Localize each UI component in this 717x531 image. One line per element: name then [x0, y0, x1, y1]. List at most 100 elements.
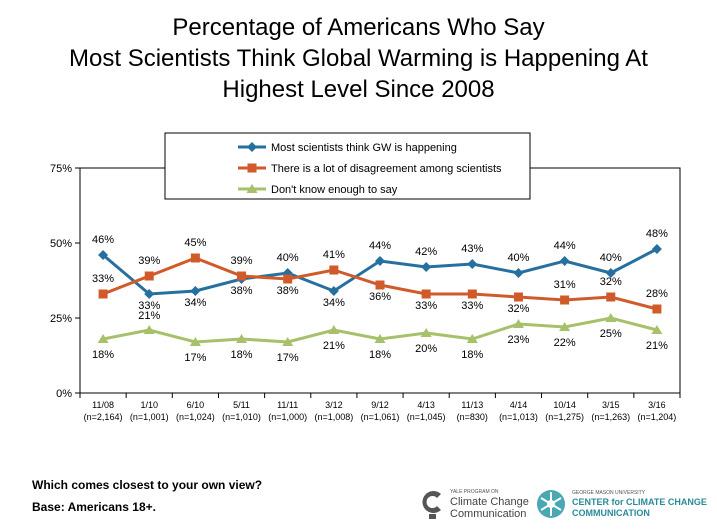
x-tick-sublabel: (n=2,164) — [84, 412, 123, 422]
series-1-point — [328, 286, 339, 296]
series-2-point — [560, 295, 570, 305]
legend-entry-1: Most scientists think GW is happening — [271, 142, 457, 154]
gmu-logo-line-2: COMMUNICATION — [572, 507, 650, 518]
x-tick-sublabel: (n=1,001) — [130, 412, 169, 422]
series-2-data-label: 33% — [461, 300, 483, 312]
series-3-data-label: 23% — [507, 334, 529, 346]
series-2-data-label: 36% — [369, 291, 391, 303]
series-3-data-label: 18% — [92, 349, 114, 361]
x-tick-label: 4/13 — [417, 400, 435, 410]
series-2-data-label: 32% — [507, 303, 529, 315]
series-1-point — [651, 244, 662, 254]
series-3-point — [236, 334, 248, 343]
series-2-data-label: 32% — [600, 276, 622, 288]
series-1-point — [421, 262, 432, 272]
gmu-logo-small-text: GEORGE MASON UNIVERSITY — [572, 489, 646, 496]
x-tick-sublabel: (n=1,045) — [407, 412, 446, 422]
series-1-data-label: 40% — [600, 252, 622, 264]
series-3-data-label: 18% — [461, 349, 483, 361]
survey-base: Base: Americans 18+. — [32, 500, 156, 514]
series-1-data-label: 40% — [507, 252, 529, 264]
chart-title-line-2: Most Scientists Think Global Warming is … — [69, 45, 648, 72]
series-3-data-label: 21% — [323, 340, 345, 352]
x-tick-label: 3/12 — [325, 400, 343, 410]
series-1-point — [467, 259, 478, 269]
series-1-data-label: 33% — [138, 300, 160, 312]
series-2-point — [421, 289, 431, 299]
series-1-data-label: 48% — [646, 228, 668, 240]
legend-swatch-marker — [247, 142, 257, 152]
series-2-point — [329, 265, 339, 275]
yale-logo-icon — [422, 490, 441, 519]
series-3-point — [282, 337, 294, 346]
x-tick-label: 5/11 — [233, 400, 250, 410]
x-tick-sublabel: (n=1,010) — [222, 412, 261, 422]
series-2-data-label: 39% — [138, 255, 160, 267]
series-1-point — [559, 256, 570, 266]
series-1-point — [375, 256, 385, 266]
series-3-data-label: 21% — [646, 340, 668, 352]
series-2-point — [513, 292, 523, 302]
series-3-data-label: 21% — [138, 310, 160, 322]
x-tick-label: 3/16 — [648, 400, 666, 410]
x-tick-sublabel: (n=1,013) — [499, 412, 538, 422]
series-3-data-label: 25% — [600, 328, 622, 340]
legend-swatch-marker — [246, 184, 258, 193]
x-tick-label: 11/13 — [461, 400, 483, 410]
series-1-point — [144, 289, 155, 299]
x-tick-sublabel: (n=1,008) — [314, 412, 353, 422]
x-tick-label: 9/12 — [371, 400, 389, 410]
x-tick-label: 11/11 — [277, 400, 298, 410]
series-3-point — [189, 337, 201, 346]
y-tick-label: 75% — [50, 163, 72, 175]
yale-logo-line-1: Climate Change — [450, 495, 529, 508]
yale-program-logo: YALE PROGRAM ON Climate Change Communica… — [420, 488, 529, 520]
yale-logo-line-2: Communication — [450, 507, 527, 520]
chart-title-line-3: Highest Level Since 2008 — [222, 76, 495, 103]
gmu-logo-icon — [537, 490, 565, 518]
series-2-point — [375, 280, 385, 290]
series-3-point — [559, 322, 571, 331]
x-tick-sublabel: (n=1,275) — [545, 412, 584, 422]
series-1-point — [513, 268, 524, 278]
series-1-data-label: 42% — [415, 246, 437, 258]
series-1-data-label: 43% — [461, 243, 483, 255]
y-tick-label: 0% — [56, 388, 72, 400]
x-tick-sublabel: (n=1,061) — [361, 412, 400, 422]
x-tick-sublabel: (n=1,024) — [176, 412, 215, 422]
series-1-point — [98, 250, 109, 260]
series-3-point — [466, 334, 478, 343]
series-3-point — [420, 328, 432, 337]
series-2-data-label: 39% — [231, 255, 253, 267]
series-2-data-label: 28% — [646, 288, 668, 300]
series-3-data-label: 17% — [184, 352, 206, 364]
series-3-data-label: 20% — [415, 343, 437, 355]
series-2-data-label: 33% — [415, 300, 437, 312]
series-3-point — [512, 319, 524, 328]
series-2-point — [190, 253, 200, 263]
series-2-data-label: 33% — [92, 273, 114, 285]
series-1-data-label: 40% — [277, 252, 299, 264]
series-1-data-label: 38% — [231, 285, 253, 297]
series-3-point — [328, 325, 340, 334]
x-tick-label: 3/15 — [602, 400, 620, 410]
series-2-point — [237, 271, 247, 281]
x-tick-label: 10/14 — [553, 400, 576, 410]
x-tick-label: 6/10 — [187, 400, 205, 410]
series-2-point — [283, 274, 293, 284]
series-3-point — [605, 313, 617, 322]
x-tick-label: 4/14 — [510, 400, 528, 410]
chart-title-line-1: Percentage of Americans Who Say — [172, 14, 545, 41]
x-tick-sublabel: (n=830) — [457, 412, 488, 422]
chart-title: Percentage of Americans Who Say Most Sci… — [0, 12, 717, 105]
x-tick-label: 11/08 — [92, 400, 114, 410]
series-1-data-label: 46% — [92, 234, 114, 246]
series-2-point — [606, 292, 616, 302]
survey-question: Which comes closest to your own view? — [32, 478, 263, 492]
series-2-data-label: 41% — [323, 249, 345, 261]
series-2-data-label: 38% — [277, 285, 299, 297]
series-1-data-label: 34% — [323, 297, 345, 309]
gmu-logo-line-1: CENTER for CLIMATE CHANGE — [572, 496, 707, 507]
yale-logo-small-text: YALE PROGRAM ON — [450, 488, 499, 495]
